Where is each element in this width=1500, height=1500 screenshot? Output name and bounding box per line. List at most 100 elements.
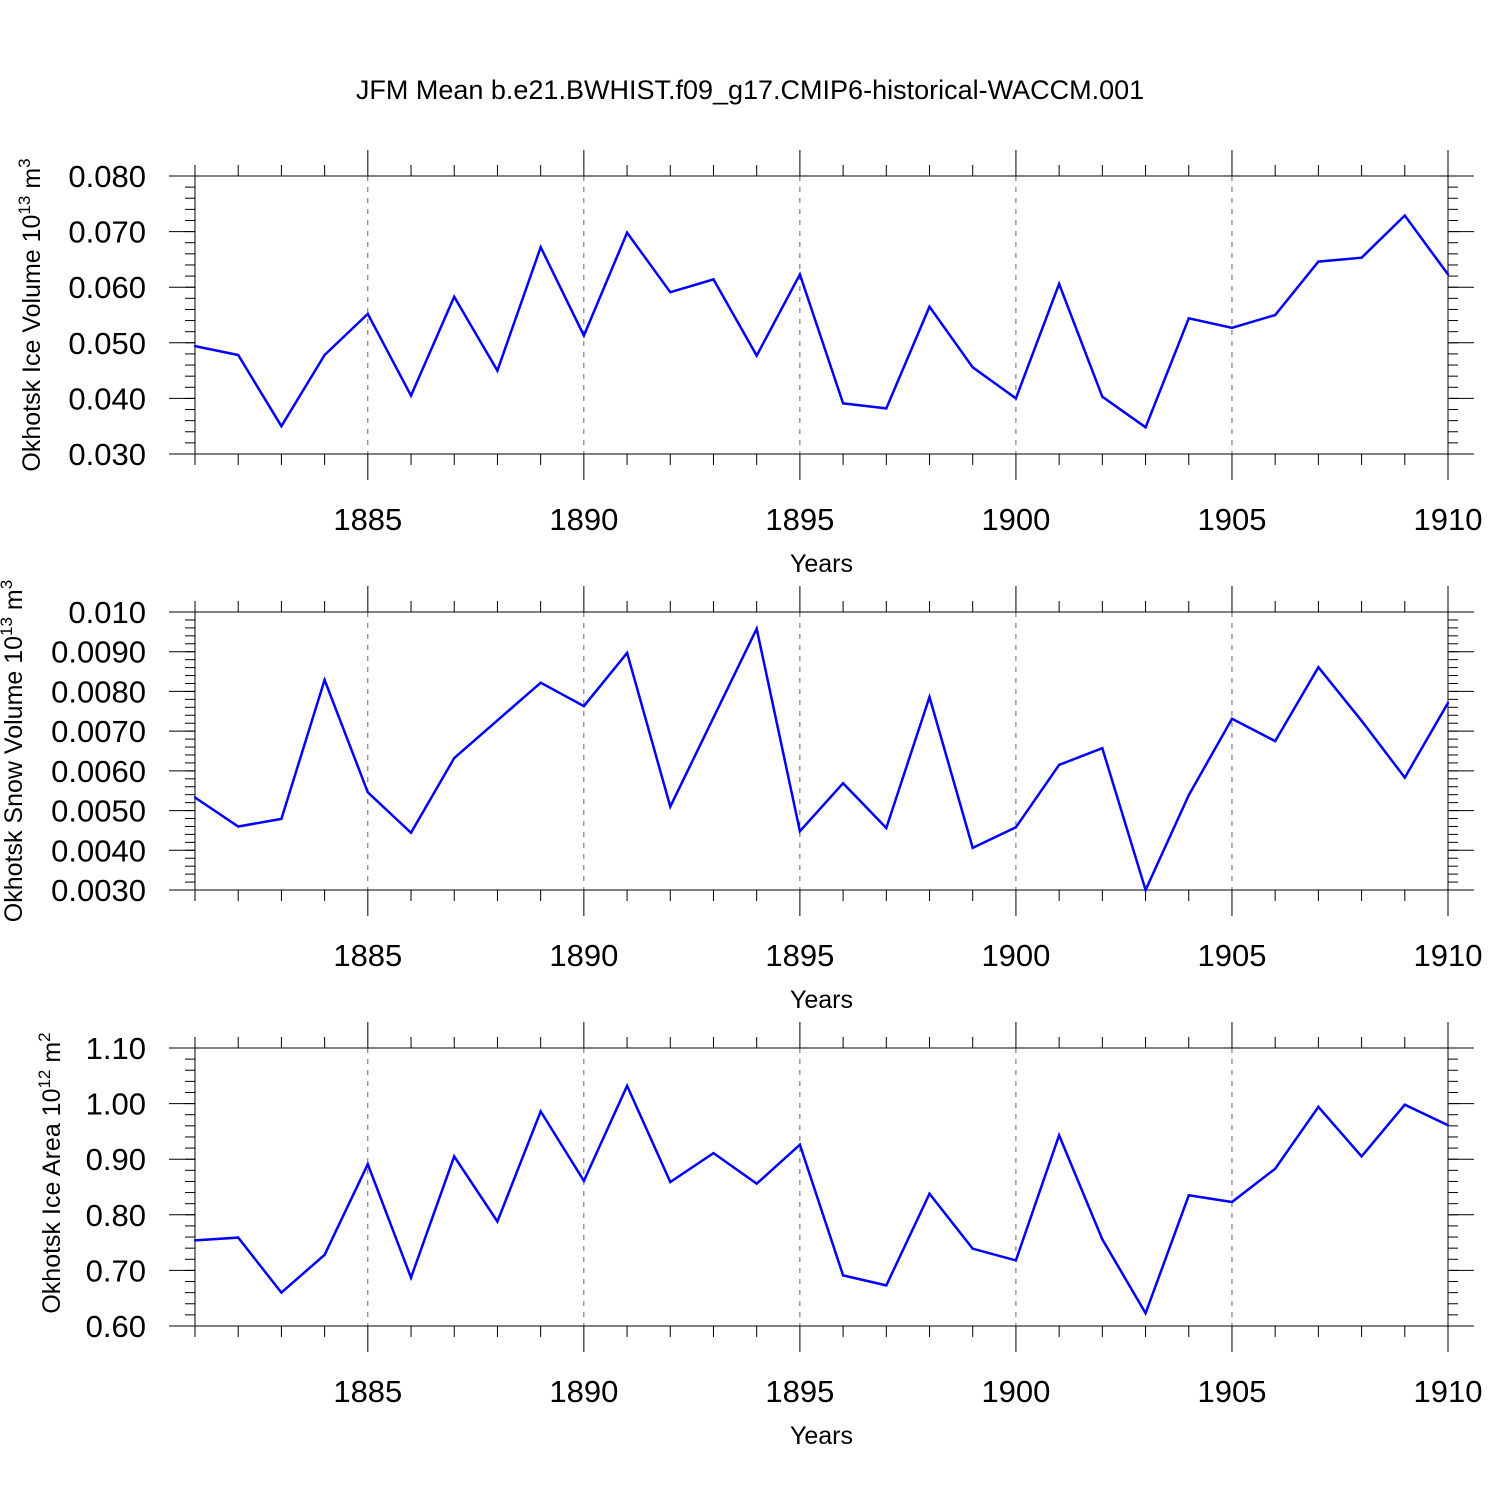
data-point xyxy=(280,1291,283,1294)
data-point xyxy=(669,291,672,294)
data-point xyxy=(280,817,283,821)
x-axis-title: Years xyxy=(790,550,853,578)
data-point xyxy=(669,1180,672,1184)
data-point xyxy=(1187,793,1190,797)
y-axis-title-text: Okhotsk Ice Area 10 xyxy=(38,1089,66,1314)
data-point xyxy=(841,402,845,405)
data-point xyxy=(841,781,845,785)
data-point xyxy=(971,846,974,850)
data-point xyxy=(625,651,629,655)
data-point xyxy=(712,716,715,719)
data-point xyxy=(1360,1155,1363,1158)
data-point xyxy=(1101,1238,1104,1241)
x-tick-label: 1895 xyxy=(765,1374,834,1409)
x-tick-label: 1890 xyxy=(549,1374,618,1409)
data-point xyxy=(193,1239,197,1242)
data-point xyxy=(928,305,931,308)
x-tick-label: 1910 xyxy=(1414,938,1483,973)
data-point xyxy=(453,756,456,760)
data-point xyxy=(1360,719,1363,723)
data-point xyxy=(539,245,542,249)
data-point xyxy=(1230,326,1234,329)
data-point xyxy=(280,425,283,428)
x-tick-label: 1910 xyxy=(1414,1374,1483,1409)
data-point xyxy=(1101,747,1104,750)
data-point xyxy=(1273,313,1277,317)
data-point xyxy=(237,825,240,828)
x-tick-label: 1900 xyxy=(981,502,1050,537)
x-tick-label: 1885 xyxy=(333,502,402,537)
y-axis-title: Okhotsk Snow Volume 1013 m3 xyxy=(0,580,28,922)
ice-area-panel: 1885 1890 1895 1900 1905 1910 0.60 0.70 0.80 0.90… xyxy=(35,1022,1482,1450)
data-point xyxy=(625,231,629,234)
y-tick-label: 0.0030 xyxy=(51,873,146,908)
y-tick-label: 0.010 xyxy=(68,595,146,630)
data-point xyxy=(885,1284,888,1287)
x-axis-title: Years xyxy=(790,1422,853,1450)
data-point xyxy=(1446,701,1450,705)
y-tick-label: 0.90 xyxy=(86,1142,146,1177)
y-axis-title: Okhotsk Ice Volume 1013 m3 xyxy=(15,158,46,471)
data-point xyxy=(885,407,888,410)
y-tick-label: 0.0060 xyxy=(51,754,146,789)
x-tick-label: 1885 xyxy=(333,1374,402,1409)
x-axis-title: Years xyxy=(790,986,853,1014)
plot-frame xyxy=(194,175,1449,455)
y-axis-title-superscript: 2 xyxy=(35,1032,54,1041)
data-point xyxy=(496,369,499,372)
y-axis-title-text: Okhotsk Snow Volume 10 xyxy=(0,636,28,922)
data-point xyxy=(755,627,758,630)
y-tick-label: 0.60 xyxy=(86,1309,146,1344)
y-tick-label: 0.80 xyxy=(86,1198,146,1233)
x-tick-label: 1905 xyxy=(1197,1374,1266,1409)
data-point xyxy=(1187,1194,1190,1197)
x-tick-label: 1900 xyxy=(981,938,1050,973)
data-point xyxy=(1144,888,1147,892)
data-point xyxy=(1317,260,1320,263)
data-point xyxy=(798,830,802,833)
series-line xyxy=(194,213,1450,430)
data-point xyxy=(1101,395,1104,398)
data-point xyxy=(323,353,326,357)
data-point xyxy=(409,831,413,835)
data-point xyxy=(1014,397,1018,400)
data-point xyxy=(1403,776,1406,779)
data-point xyxy=(1230,1200,1234,1204)
data-point xyxy=(1446,1124,1450,1127)
y-axis-title-superscript: 3 xyxy=(0,580,16,589)
data-point xyxy=(453,295,456,298)
data-point xyxy=(1187,317,1190,320)
plot-frame xyxy=(194,1047,1449,1327)
figure-title: JFM Mean b.e21.BWHIST.f09_g17.CMIP6-hist… xyxy=(356,75,1144,105)
snow-volume-panel: 1885 1890 1895 1900 1905 1910 0.0030 0.0040 0.00… xyxy=(0,580,1482,1014)
data-point xyxy=(539,681,542,684)
y-axis-title: Okhotsk Ice Area 1012 m2 xyxy=(35,1032,66,1313)
data-point xyxy=(496,719,499,722)
data-point xyxy=(1014,1259,1018,1262)
y-tick-label: 0.0040 xyxy=(51,833,146,868)
x-tick-label: 1900 xyxy=(981,1374,1050,1409)
data-point xyxy=(841,1274,845,1277)
data-point xyxy=(928,1192,931,1195)
data-point xyxy=(1230,717,1234,721)
series-line xyxy=(194,624,1450,894)
data-point xyxy=(193,796,197,799)
x-tick-label: 1905 xyxy=(1197,502,1266,537)
data-point xyxy=(1273,739,1277,743)
data-point xyxy=(582,334,586,337)
y-axis-title-superscript: 12 xyxy=(35,1070,54,1089)
y-tick-label: 0.050 xyxy=(68,326,146,361)
y-axis-title-text: Okhotsk Ice Volume 10 xyxy=(18,215,46,472)
y-axis-title-superscript: 13 xyxy=(0,617,16,636)
y-tick-label: 0.080 xyxy=(68,159,146,194)
data-point xyxy=(323,678,326,682)
data-point xyxy=(1014,826,1018,829)
y-axis-title-superscript: 3 xyxy=(15,158,34,167)
y-tick-label: 0.0090 xyxy=(51,635,146,670)
data-point xyxy=(971,1247,974,1250)
data-point xyxy=(539,1110,542,1113)
data-point xyxy=(798,1143,802,1146)
data-point xyxy=(237,1236,240,1239)
data-point xyxy=(1057,763,1061,767)
